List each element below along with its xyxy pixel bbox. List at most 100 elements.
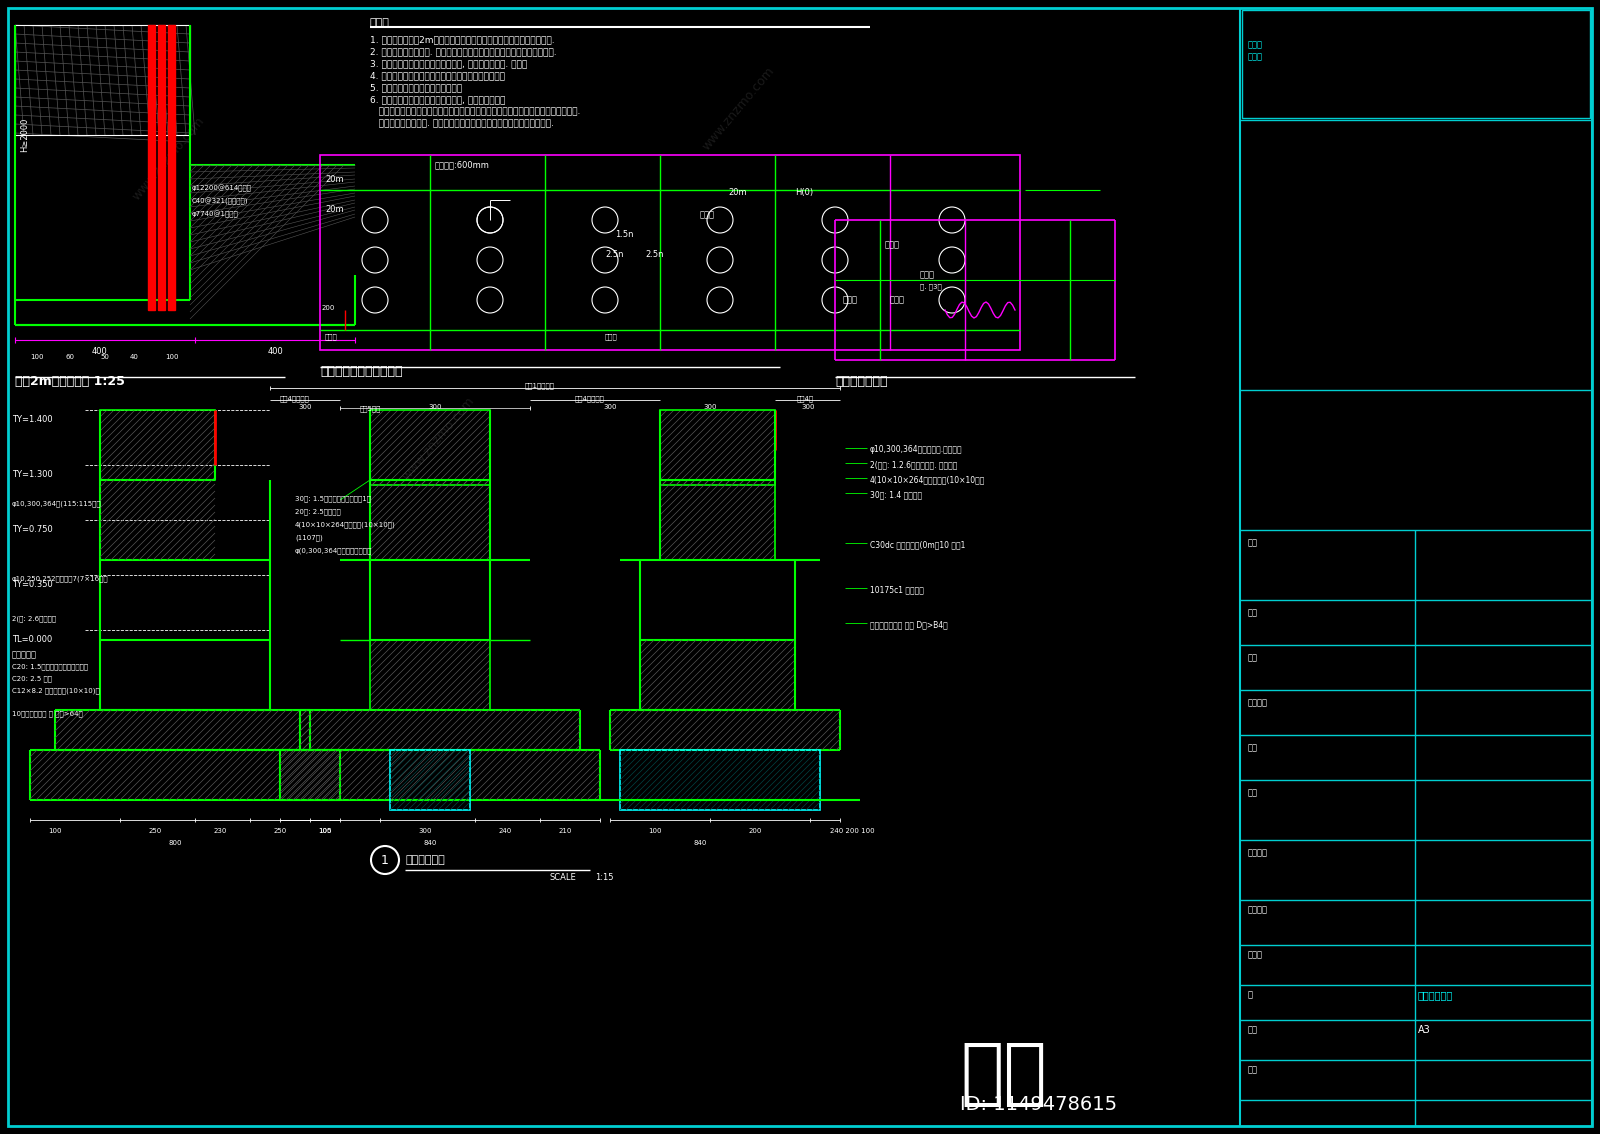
Text: 840: 840 [693, 840, 707, 846]
Text: 20规: 2.5规格钢筋: 20规: 2.5规格钢筋 [294, 508, 341, 515]
Text: φ10,300,364钢筋范围表.钢筋等规: φ10,300,364钢筋范围表.钢筋等规 [870, 445, 963, 454]
Text: C12×8.2 钢筋范围节(10×10)规: C12×8.2 钢筋范围节(10×10)规 [13, 687, 99, 694]
Text: φ12200@614处钢筋: φ12200@614处钢筋 [192, 185, 253, 193]
Text: 100: 100 [30, 354, 43, 359]
Text: 20m: 20m [325, 205, 344, 214]
Text: 变形缝构造详图: 变形缝构造详图 [835, 375, 888, 388]
Text: 20m: 20m [325, 175, 344, 184]
Bar [1242, 10, 1590, 118]
Text: φ7740@1处钢筋: φ7740@1处钢筋 [192, 211, 238, 219]
Text: 5. 并需在则中有对地下安全进行验算: 5. 并需在则中有对地下安全进行验算 [370, 83, 462, 92]
Text: TY=1.300: TY=1.300 [13, 469, 53, 479]
Text: 路面底: 路面底 [605, 333, 618, 339]
Text: 100: 100 [648, 828, 662, 833]
Text: 建设单位: 建设单位 [1248, 848, 1267, 857]
Text: 实际长度:600mm: 实际长度:600mm [435, 160, 490, 169]
Text: 200: 200 [749, 828, 762, 833]
Text: 设计: 设计 [1248, 743, 1258, 752]
Text: 挡土挡: 挡土挡 [1248, 52, 1262, 61]
Text: C20: 1.5规格钢筋范围，钢筋等规: C20: 1.5规格钢筋范围，钢筋等规 [13, 663, 88, 669]
Text: 实际距: 实际距 [701, 210, 715, 219]
Text: φ(0,300,364钢筋范围节钢规）: φ(0,300,364钢筋范围节钢规） [294, 547, 373, 553]
Text: 100: 100 [318, 828, 331, 833]
Text: 挡墙剑近图面: 挡墙剑近图面 [405, 855, 445, 865]
Text: C20: 2.5 规格: C20: 2.5 规格 [13, 675, 51, 682]
Bar [99, 411, 214, 480]
Text: 300: 300 [603, 404, 616, 411]
Text: φ10,300,364钢(115:115规）: φ10,300,364钢(115:115规） [13, 500, 102, 507]
Text: TY=0.750: TY=0.750 [13, 525, 53, 534]
Bar [370, 640, 490, 710]
Bar [14, 25, 190, 135]
Text: 840: 840 [424, 840, 437, 846]
Bar [370, 411, 490, 485]
Text: (1107规): (1107规) [294, 534, 323, 541]
Text: 挡土抡墙详图: 挡土抡墙详图 [1418, 990, 1453, 1000]
Text: 个工: 个工 [1248, 538, 1258, 547]
Text: 300: 300 [802, 404, 814, 411]
Text: 泡土侧: 泡土侧 [843, 295, 858, 304]
Text: 挡土墙自身规格下列. 应对地下安全进行验算，并对地下水量进行验算等.: 挡土墙自身规格下列. 应对地下安全进行验算，并对地下水量进行验算等. [370, 119, 554, 128]
Bar [158, 25, 165, 310]
Text: 小于2m挡土墙详图 1:25: 小于2m挡土墙详图 1:25 [14, 375, 125, 388]
Text: 20m: 20m [728, 188, 747, 197]
Text: 2(钢筋: 1.2.6钢筋区范围. 钢筋等规: 2(钢筋: 1.2.6钢筋区范围. 钢筋等规 [870, 460, 957, 469]
Text: 250: 250 [274, 828, 286, 833]
Text: www.znzmo.com: www.znzmo.com [130, 115, 208, 203]
Text: www.znzmo.com: www.znzmo.com [400, 395, 477, 483]
Text: 240 200 100: 240 200 100 [830, 828, 875, 833]
Text: 300: 300 [298, 404, 312, 411]
Text: H(0): H(0) [795, 188, 813, 197]
Text: 200: 200 [322, 305, 336, 311]
Text: 4(10×10×264钢筋范围(10×10规): 4(10×10×264钢筋范围(10×10规) [294, 521, 395, 527]
Text: 240: 240 [498, 828, 512, 833]
Text: 400: 400 [267, 347, 283, 356]
Text: 需在则中有对地下安全进行验算，并对地下安全进行计算结果，不应对结果进行验算.: 需在则中有对地下安全进行验算，并对地下安全进行计算结果，不应对结果进行验算. [370, 107, 581, 116]
Text: 混土侧: 混土侧 [890, 295, 906, 304]
Bar [370, 480, 490, 560]
Bar [621, 750, 819, 810]
Text: TY=0.350: TY=0.350 [13, 579, 53, 589]
Text: 2.5n: 2.5n [645, 249, 664, 259]
Bar [147, 25, 155, 310]
Text: 说明：: 说明： [370, 18, 390, 28]
Text: 4(10×10×264钢筋范围节(10×10规）: 4(10×10×264钢筋范围节(10×10规） [870, 475, 986, 484]
Text: 变形缝、漏水孔设置详图: 变形缝、漏水孔设置详图 [320, 365, 403, 378]
Text: TL=0.000: TL=0.000 [13, 635, 53, 644]
Text: 1: 1 [381, 854, 389, 866]
Text: 材料做法：: 材料做法： [13, 650, 37, 659]
Text: 10规范范围区段 钢 规钢>64规: 10规范范围区段 钢 规钢>64规 [13, 710, 83, 717]
Text: 子项目: 子项目 [1248, 950, 1262, 959]
Text: 图号: 图号 [1248, 1025, 1258, 1034]
Text: 300: 300 [418, 828, 432, 833]
Text: 大于5规范: 大于5规范 [360, 405, 381, 412]
Text: 6. 并需在则中有对地下安全进行验算, 不应在地下水量: 6. 并需在则中有对地下安全进行验算, 不应在地下水量 [370, 95, 506, 104]
Text: 挡土挡: 挡土挡 [1248, 40, 1262, 49]
Bar [320, 155, 1021, 350]
Text: 大于1规范范围: 大于1规范范围 [525, 382, 555, 389]
Text: 300: 300 [704, 404, 717, 411]
Text: TY=1.400: TY=1.400 [13, 415, 53, 424]
Text: 2. 挡土墙自身规格下列. 应对地下安全进行验算，并对地下水量进行验算等.: 2. 挡土墙自身规格下列. 应对地下安全进行验算，并对地下水量进行验算等. [370, 46, 557, 56]
Text: 工程名称: 工程名称 [1248, 905, 1267, 914]
Text: 50: 50 [99, 354, 109, 359]
Text: 支垫板: 支垫板 [885, 240, 899, 249]
Text: 分. 土3规: 分. 土3规 [920, 284, 942, 289]
Text: 30钢: 1.4 钢筋等规: 30钢: 1.4 钢筋等规 [870, 490, 922, 499]
Text: SCALE: SCALE [550, 873, 576, 882]
Text: 210: 210 [558, 828, 571, 833]
Bar [390, 750, 470, 810]
Text: 橡胶板: 橡胶板 [920, 270, 934, 279]
Text: 400: 400 [93, 347, 107, 356]
Text: C30dc 规范范围钢(0m钢10 规）1: C30dc 规范范围钢(0m钢10 规）1 [870, 540, 965, 549]
Text: 230: 230 [213, 828, 227, 833]
Text: 60: 60 [66, 354, 74, 359]
Text: 300: 300 [429, 404, 442, 411]
Text: 知未: 知未 [960, 1040, 1046, 1109]
Text: 2(钢: 2.6钢筋规格: 2(钢: 2.6钢筋规格 [13, 615, 56, 621]
Text: 大于4规范范围: 大于4规范范围 [574, 395, 605, 401]
Bar [661, 480, 774, 560]
Text: 2.5n: 2.5n [605, 249, 624, 259]
Text: ID: 1149478615: ID: 1149478615 [960, 1095, 1117, 1114]
Text: 10175c1 钢筋规范: 10175c1 钢筋规范 [870, 585, 923, 594]
